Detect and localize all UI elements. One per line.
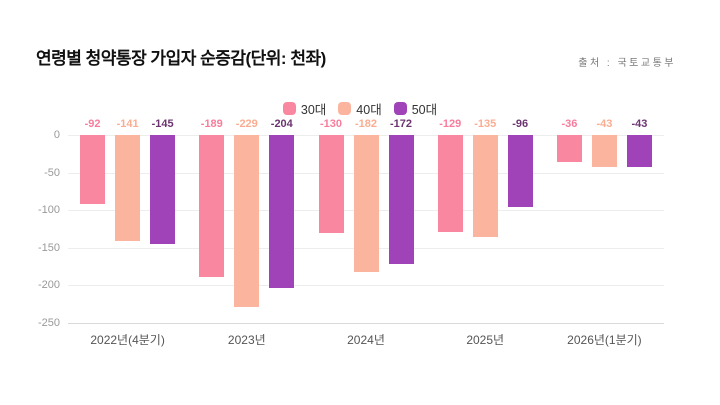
y-tick-label: -250 [37, 317, 60, 329]
bar-group: -36 -43 -43 [545, 118, 664, 323]
bars-layer: -92 -141 -145 -189 -229 -204 -130 -182 -172 -129-… [68, 118, 664, 323]
legend-item: 50대 [393, 99, 438, 118]
y-tick-label: -150 [37, 241, 60, 254]
bar-value-label: -135 [474, 118, 497, 130]
bar-column-40대: -135 [472, 118, 498, 323]
x-axis-category-label: 2022년(4분기) [90, 333, 165, 347]
legend-label: 50대 [411, 103, 438, 117]
legend-item: 40대 [338, 99, 382, 118]
bar-column-40대: -182 [353, 118, 379, 323]
bar-column-50대: -172 [388, 118, 414, 323]
bar-40대 [234, 135, 260, 308]
bar-30대 [556, 135, 582, 163]
gridline: -250 [38, 317, 664, 329]
bar-40대 [472, 135, 498, 237]
x-axis-category-label: 2025년 [466, 333, 505, 347]
y-tick-label: 0 [53, 129, 60, 141]
legend-swatch-30대 [282, 102, 296, 115]
bar-50대 [507, 135, 533, 208]
source-label: 출처 : 국토교통부 [578, 58, 676, 69]
x-axis-category-label: 2026년(1분기) [567, 333, 642, 347]
x-axis-labels: 2022년(4분기) 2023년 2024년 2025년 2026년(1분기) [68, 331, 664, 348]
y-tick-label: -100 [37, 204, 60, 217]
bar-value-label: -145 [151, 118, 174, 130]
legend-item: 30대 [282, 99, 327, 118]
bar-group: -92 -141 -145 [68, 118, 187, 323]
bar-chart-plot: 0 -50 -100 -150 -200 -250 -92 -141 -145 -189 -229… [38, 118, 664, 347]
bar-value-label: -172 [389, 118, 413, 130]
bar-column-40대: -43 [591, 118, 617, 323]
bar-column-30대: -130 [318, 118, 344, 323]
legend: 30대 40대 50대 [0, 99, 720, 118]
gridline: -200 [38, 279, 664, 291]
bar-value-label: -43 [596, 118, 613, 130]
bar-30대 [199, 135, 225, 278]
x-axis-category-label: 2023년 [227, 333, 266, 347]
bar-value-label: -182 [354, 118, 378, 130]
bar-column-50대: -43 [626, 118, 652, 323]
y-tick-label: -50 [44, 166, 60, 179]
bar-value-label: -36 [561, 118, 578, 130]
bar-column-30대: -36 [556, 118, 582, 323]
legend-label: 30대 [300, 103, 327, 117]
legend-swatch-40대 [338, 102, 352, 115]
bar-40대 [115, 135, 141, 242]
bar-value-label: -129 [439, 118, 462, 130]
bar-value-label: -43 [631, 118, 648, 130]
bar-40대 [353, 135, 379, 272]
legend-swatch-50대 [393, 102, 407, 115]
y-tick-label: -200 [37, 279, 60, 292]
bar-40대 [591, 135, 617, 168]
bar-group: -129 -135 -96 [426, 118, 545, 323]
bar-group: -189 -229 -204 [187, 118, 306, 323]
bar-column-30대: -189 [199, 118, 225, 323]
chart-title: 연령별 청약통장 가입자 순증감(단위: 천좌) [36, 49, 326, 68]
bar-50대 [150, 135, 176, 245]
bar-value-label: -204 [270, 118, 293, 130]
bar-column-50대: -145 [150, 118, 176, 323]
bar-column-30대: -92 [80, 118, 106, 323]
bar-50대 [269, 135, 295, 289]
bar-column-40대: -141 [115, 118, 141, 323]
bar-value-label: -189 [200, 118, 223, 130]
bar-value-label: -130 [319, 118, 343, 130]
bar-30대 [437, 135, 463, 232]
bar-column-50대: -96 [507, 118, 533, 323]
bar-value-label: -229 [235, 118, 258, 130]
bar-30대 [318, 135, 344, 233]
bar-value-label: -96 [512, 118, 529, 130]
x-axis-category-label: 2024년 [347, 333, 385, 347]
bar-30대 [80, 135, 106, 205]
bar-value-label: -141 [116, 118, 139, 130]
bar-column-40대: -229 [234, 118, 260, 323]
bar-column-50대: -204 [269, 118, 295, 323]
bar-value-label: -92 [84, 118, 101, 130]
bar-group: -130 -182 -172 [306, 118, 425, 323]
bar-50대 [388, 135, 414, 265]
bar-column-30대: -129 [437, 118, 463, 323]
bar-50대 [626, 135, 652, 168]
legend-label: 40대 [356, 103, 382, 117]
